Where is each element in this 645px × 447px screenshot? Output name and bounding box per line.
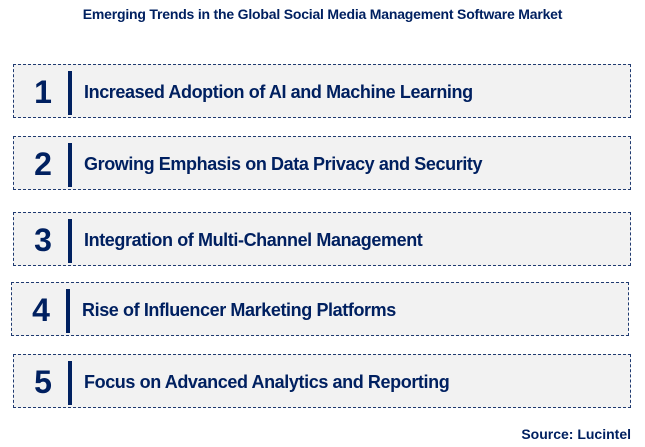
trend-label: Integration of Multi-Channel Management	[84, 230, 423, 250]
trend-number: 5	[34, 364, 52, 400]
trend-number: 4	[32, 292, 50, 328]
trend-label: Focus on Advanced Analytics and Reportin…	[84, 372, 450, 392]
source-note: Source: Lucintel	[521, 426, 631, 442]
trend-label: Increased Adoption of AI and Machine Lea…	[84, 82, 473, 102]
diagram-title: Emerging Trends in the Global Social Med…	[82, 6, 563, 22]
trend-number: 3	[34, 222, 52, 258]
trend-label: Rise of Influencer Marketing Platforms	[82, 300, 396, 320]
divider	[68, 219, 72, 263]
divider	[68, 361, 72, 405]
trend-item-3: 3 Integration of Multi-Channel Managemen…	[13, 212, 631, 266]
trend-item-4: 4 Rise of Influencer Marketing Platforms	[11, 282, 629, 336]
divider	[66, 289, 70, 333]
divider	[68, 143, 72, 187]
trend-item-2: 2 Growing Emphasis on Data Privacy and S…	[13, 136, 631, 190]
trend-item-1: 1 Increased Adoption of AI and Machine L…	[13, 64, 631, 118]
trend-item-5: 5 Focus on Advanced Analytics and Report…	[13, 354, 631, 408]
divider	[68, 71, 72, 115]
trend-number: 1	[34, 74, 52, 110]
trend-number: 2	[34, 146, 52, 182]
trend-label: Growing Emphasis on Data Privacy and Sec…	[84, 154, 483, 174]
